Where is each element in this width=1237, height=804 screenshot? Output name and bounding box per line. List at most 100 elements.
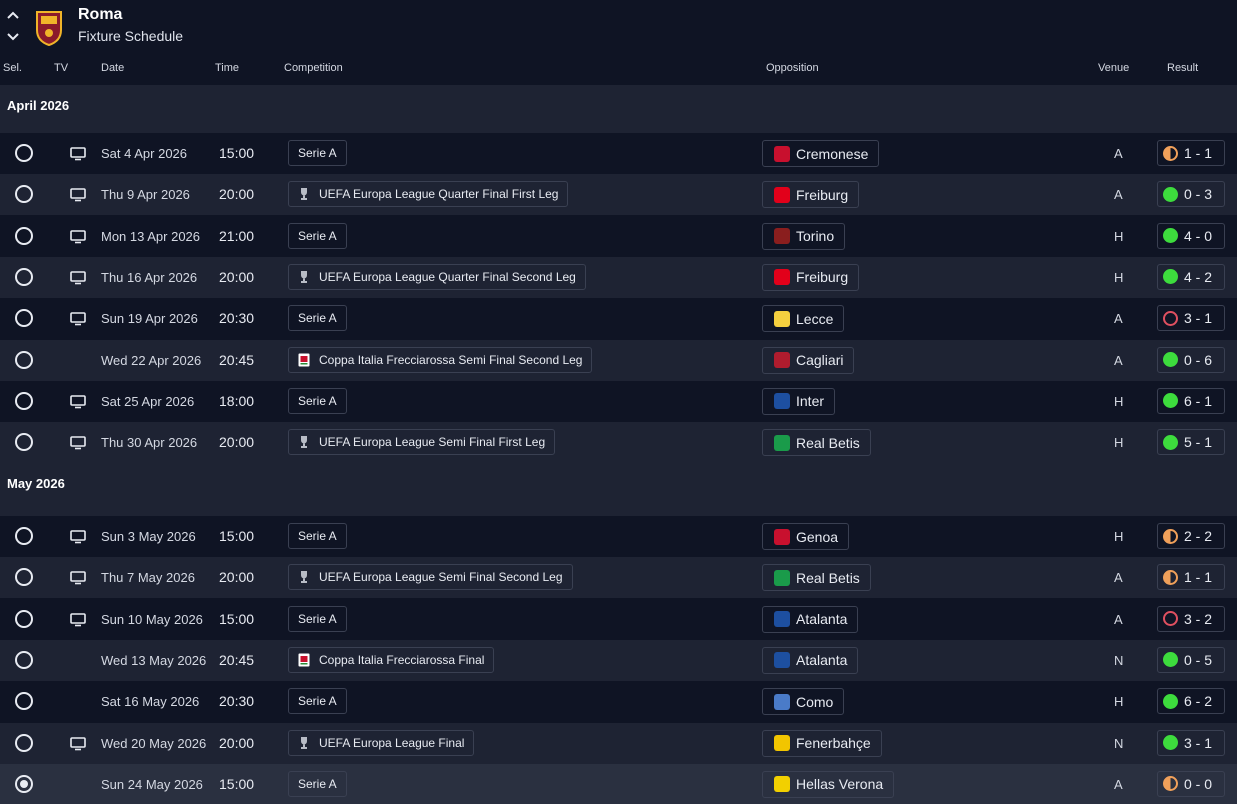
result-link[interactable]: 1 - 1 (1157, 140, 1225, 166)
result-link[interactable]: 2 - 2 (1157, 523, 1225, 549)
page-title: Fixture Schedule (78, 28, 184, 44)
opposition-link[interactable]: Genoa (762, 523, 850, 550)
competition-link[interactable]: UEFA Europa League Semi Final Second Leg (288, 564, 573, 591)
select-radio[interactable] (15, 267, 33, 286)
opposition-link[interactable]: Atalanta (762, 605, 859, 633)
fixture-date: Wed 22 Apr 2026 (101, 352, 202, 368)
result-link[interactable]: 0 - 6 (1157, 346, 1225, 373)
result-link[interactable]: 5 - 1 (1157, 429, 1225, 456)
col-result[interactable]: Result (1167, 62, 1199, 74)
select-radio[interactable] (15, 650, 33, 669)
select-radio[interactable] (15, 185, 33, 204)
result-link[interactable]: 3 - 2 (1157, 605, 1225, 632)
tv-icon (70, 530, 86, 544)
opposition-link[interactable]: Lecce (762, 305, 845, 333)
fixture-row[interactable]: Sun 10 May 2026 15:00 Serie A Atalanta A 3 - … (0, 598, 1237, 640)
fixture-row[interactable]: Sat 4 Apr 2026 15:00 Serie A Cremonese A 1 - … (0, 133, 1237, 174)
result-link[interactable]: 3 - 1 (1157, 305, 1225, 332)
opposition-link[interactable]: Hellas Verona (762, 770, 895, 798)
competition-link[interactable]: Serie A (288, 222, 347, 249)
col-venue[interactable]: Venue (1098, 62, 1130, 74)
result-link[interactable]: 0 - 5 (1157, 646, 1225, 673)
competition-link[interactable]: Serie A (288, 688, 347, 715)
competition-name: Coppa Italia Frecciarossa Semi Final Sec… (319, 352, 583, 367)
opposition-link[interactable]: Cremonese (762, 140, 880, 167)
result-link[interactable]: 0 - 3 (1157, 181, 1225, 208)
opposition-name: Cagliari (796, 352, 844, 368)
competition-link[interactable]: Coppa Italia Frecciarossa Semi Final Sec… (288, 346, 593, 373)
col-tv[interactable]: TV (54, 62, 69, 74)
select-radio[interactable] (15, 391, 33, 410)
col-sel[interactable]: Sel. (3, 62, 22, 74)
fixture-date: Sun 19 Apr 2026 (101, 311, 198, 327)
fixture-row[interactable]: Sun 19 Apr 2026 20:30 Serie A Lecce A 3 - 1 (0, 298, 1237, 340)
result-link[interactable]: 6 - 2 (1157, 688, 1225, 715)
opposition-link[interactable]: Inter (762, 387, 836, 415)
fixture-row[interactable]: Wed 13 May 2026 20:45 Coppa Italia Freccia… (0, 639, 1237, 681)
opposition-link[interactable]: Freiburg (762, 181, 860, 209)
opposition-link[interactable]: Como (762, 688, 845, 716)
fixture-row[interactable]: Wed 20 May 2026 20:00 UEFA Europa League F… (0, 722, 1237, 764)
competition-link[interactable]: UEFA Europa League Final (288, 729, 475, 756)
competition-link[interactable]: Serie A (288, 305, 347, 332)
col-competition[interactable]: Competition (284, 62, 343, 74)
select-radio[interactable] (15, 226, 33, 245)
select-radio[interactable] (15, 692, 33, 711)
competition-link[interactable]: UEFA Europa League Quarter Final First L… (288, 181, 569, 208)
competition-link[interactable]: Serie A (288, 605, 347, 632)
competition-link[interactable]: UEFA Europa League Quarter Final Second … (288, 263, 586, 290)
opposition-name: Cremonese (796, 145, 869, 162)
col-time[interactable]: Time (215, 62, 240, 74)
result-link[interactable]: 1 - 1 (1157, 564, 1225, 591)
result-link[interactable]: 4 - 2 (1157, 263, 1225, 290)
select-radio[interactable] (15, 350, 33, 369)
fixture-row[interactable]: Thu 30 Apr 2026 20:00 UEFA Europa League S… (0, 422, 1237, 464)
competition-name: Serie A (298, 611, 337, 626)
select-radio[interactable] (15, 568, 33, 587)
competition-link[interactable]: Coppa Italia Frecciarossa Final (288, 646, 495, 673)
opposition-link[interactable]: Freiburg (762, 263, 860, 291)
competition-link[interactable]: UEFA Europa League Semi Final First Leg (288, 429, 556, 456)
venue: A (1114, 776, 1123, 792)
win-indicator-icon (1163, 693, 1178, 709)
opposition-link[interactable]: Real Betis (762, 564, 871, 592)
fixture-row[interactable]: Thu 16 Apr 2026 20:00 UEFA Europa League Q… (0, 256, 1237, 298)
result-score: 1 - 1 (1184, 145, 1213, 161)
select-radio[interactable] (15, 733, 33, 752)
fixture-row[interactable]: Thu 7 May 2026 20:00 UEFA Europa League Se… (0, 557, 1237, 599)
loss-indicator-icon (1163, 310, 1178, 326)
result-link[interactable]: 3 - 1 (1157, 729, 1225, 756)
club-name[interactable]: Roma (78, 6, 123, 23)
competition-link[interactable]: Serie A (288, 770, 347, 797)
col-opposition[interactable]: Opposition (766, 62, 819, 74)
select-radio[interactable] (15, 144, 33, 162)
select-radio[interactable] (15, 527, 33, 545)
fixture-row[interactable]: Sat 25 Apr 2026 18:00 Serie A Inter H 6 - 1 (0, 380, 1237, 422)
chevron-up-icon[interactable] (6, 9, 20, 21)
select-radio[interactable] (15, 609, 33, 628)
result-link[interactable]: 4 - 0 (1157, 222, 1225, 249)
select-radio[interactable] (15, 433, 33, 452)
opposition-link[interactable]: Torino (762, 222, 846, 250)
result-link[interactable]: 6 - 1 (1157, 387, 1225, 414)
result-link[interactable]: 0 - 0 (1157, 770, 1225, 797)
competition-link[interactable]: Serie A (288, 387, 347, 414)
opposition-link[interactable]: Atalanta (762, 646, 859, 674)
fixture-row[interactable]: Thu 9 Apr 2026 20:00 UEFA Europa League Qu… (0, 174, 1237, 216)
fixture-row[interactable]: Wed 22 Apr 2026 20:45 Coppa Italia Freccia… (0, 339, 1237, 381)
chevron-down-icon[interactable] (6, 31, 20, 43)
fixture-row[interactable]: Sun 24 May 2026 15:00 Serie A Hellas Verona… (0, 763, 1237, 804)
competition-link[interactable]: Serie A (288, 523, 347, 549)
opposition-link[interactable]: Fenerbahçe (762, 729, 882, 757)
fixture-row[interactable]: Sat 16 May 2026 20:30 Serie A Como H 6 - 2 (0, 681, 1237, 723)
col-date[interactable]: Date (101, 62, 125, 74)
result-score: 0 - 3 (1184, 186, 1213, 203)
fixture-row[interactable]: Sun 3 May 2026 15:00 Serie A Genoa H 2 - 2 (0, 516, 1237, 557)
competition-link[interactable]: Serie A (288, 140, 347, 166)
fixture-row[interactable]: Mon 13 Apr 2026 21:00 Serie A Torino H 4 - 0 (0, 215, 1237, 257)
result-score: 1 - 1 (1184, 569, 1213, 586)
select-radio[interactable] (15, 309, 33, 328)
opposition-link[interactable]: Cagliari (762, 346, 855, 374)
opposition-link[interactable]: Real Betis (762, 429, 871, 457)
select-radio[interactable] (15, 774, 33, 793)
